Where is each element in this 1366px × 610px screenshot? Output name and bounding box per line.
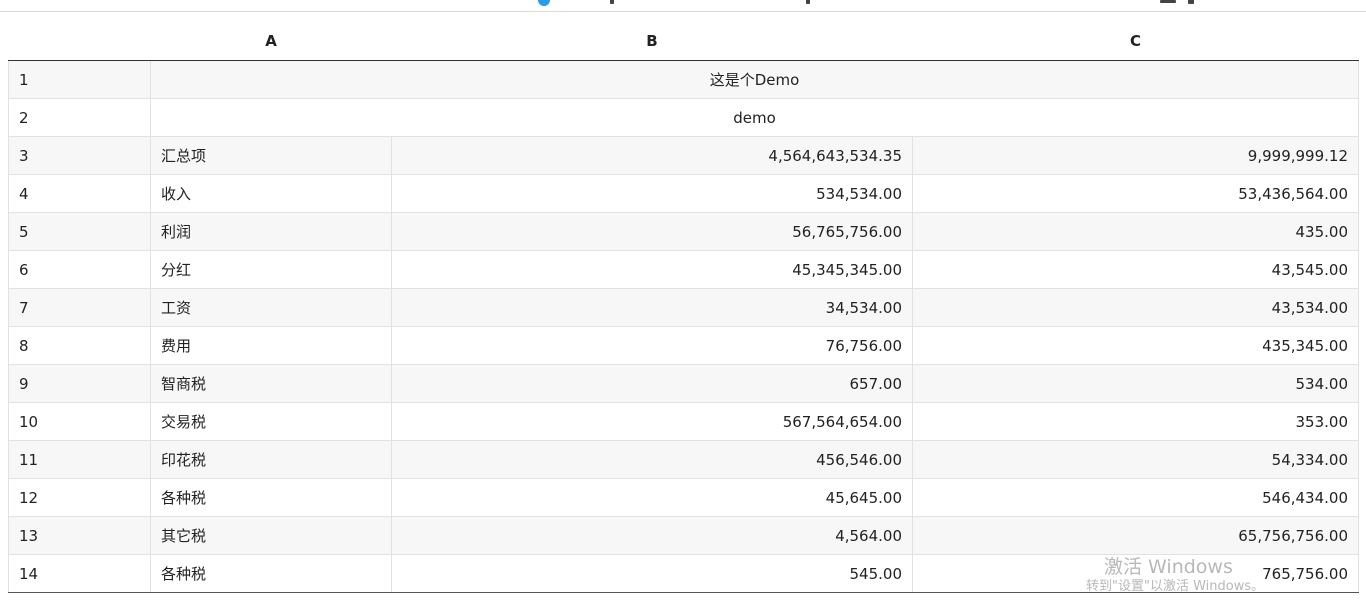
table-row: 2 demo xyxy=(8,98,1359,137)
table-row: 1 这是个Demo xyxy=(8,60,1359,99)
spreadsheet-table: A B C 1 这是个Demo 2 demo 3 汇总项 4,564,643,5… xyxy=(8,22,1359,593)
table-row: 3 汇总项 4,564,643,534.35 9,999,999.12 xyxy=(8,136,1359,175)
table-row: 7 工资 34,534.00 43,534.00 xyxy=(8,288,1359,327)
cell-c[interactable]: 534.00 xyxy=(912,364,1359,403)
table-row: 9 智商税 657.00 534.00 xyxy=(8,364,1359,403)
cell-a[interactable]: 印花税 xyxy=(150,440,392,479)
column-header-row: A B C xyxy=(8,22,1359,61)
cell-c[interactable]: 43,545.00 xyxy=(912,250,1359,289)
row-number[interactable]: 11 xyxy=(8,440,151,479)
cell-c[interactable]: 54,334.00 xyxy=(912,440,1359,479)
row-number[interactable]: 6 xyxy=(8,250,151,289)
table-row: 13 其它税 4,564.00 65,756,756.00 xyxy=(8,516,1359,555)
table-row: 12 各种税 45,645.00 546,434.00 xyxy=(8,478,1359,517)
row-number[interactable]: 14 xyxy=(8,554,151,593)
cell-b[interactable]: 4,564.00 xyxy=(391,516,913,555)
cell-b[interactable]: 34,534.00 xyxy=(391,288,913,327)
table-row: 14 各种税 545.00 765,756.00 xyxy=(8,554,1359,593)
row-number[interactable]: 1 xyxy=(8,60,151,99)
column-header-a[interactable]: A xyxy=(150,22,392,61)
cell-c[interactable]: 435,345.00 xyxy=(912,326,1359,365)
cell-a[interactable]: 工资 xyxy=(150,288,392,327)
cell-a[interactable]: 其它税 xyxy=(150,516,392,555)
cell-b[interactable]: 657.00 xyxy=(391,364,913,403)
cell-b[interactable]: 76,756.00 xyxy=(391,326,913,365)
top-toolbar-strip xyxy=(0,0,1366,12)
cell-c[interactable]: 353.00 xyxy=(912,402,1359,441)
cell-a[interactable]: 分红 xyxy=(150,250,392,289)
cell-a[interactable]: 各种税 xyxy=(150,554,392,593)
row-number[interactable]: 7 xyxy=(8,288,151,327)
toolbar-fragment xyxy=(1188,0,1194,4)
table-row: 4 收入 534,534.00 53,436,564.00 xyxy=(8,174,1359,213)
cell-a[interactable]: 智商税 xyxy=(150,364,392,403)
cell-a[interactable]: 各种税 xyxy=(150,478,392,517)
table-row: 6 分红 45,345,345.00 43,545.00 xyxy=(8,250,1359,289)
merged-title-cell[interactable]: 这是个Demo xyxy=(150,60,1359,99)
cell-b[interactable]: 45,345,345.00 xyxy=(391,250,913,289)
cell-a[interactable]: 收入 xyxy=(150,174,392,213)
merged-subtitle-cell[interactable]: demo xyxy=(150,98,1359,137)
cell-a[interactable]: 利润 xyxy=(150,212,392,251)
table-row: 11 印花税 456,546.00 54,334.00 xyxy=(8,440,1359,479)
toolbar-circle-icon xyxy=(538,0,550,6)
cell-b[interactable]: 56,765,756.00 xyxy=(391,212,913,251)
column-header-b[interactable]: B xyxy=(391,22,913,61)
cell-c[interactable]: 9,999,999.12 xyxy=(912,136,1359,175)
toolbar-fragment xyxy=(610,0,614,4)
row-number[interactable]: 5 xyxy=(8,212,151,251)
cell-b[interactable]: 456,546.00 xyxy=(391,440,913,479)
cell-b[interactable]: 545.00 xyxy=(391,554,913,593)
cell-c[interactable]: 65,756,756.00 xyxy=(912,516,1359,555)
table-row: 5 利润 56,765,756.00 435.00 xyxy=(8,212,1359,251)
toolbar-fragment xyxy=(806,0,810,4)
cell-c[interactable]: 435.00 xyxy=(912,212,1359,251)
cell-c[interactable]: 765,756.00 xyxy=(912,554,1359,593)
row-number[interactable]: 13 xyxy=(8,516,151,555)
cell-a[interactable]: 交易税 xyxy=(150,402,392,441)
row-number[interactable]: 10 xyxy=(8,402,151,441)
row-number[interactable]: 12 xyxy=(8,478,151,517)
row-number[interactable]: 8 xyxy=(8,326,151,365)
cell-c[interactable]: 53,436,564.00 xyxy=(912,174,1359,213)
row-number[interactable]: 2 xyxy=(8,98,151,137)
toolbar-fragment xyxy=(1160,0,1176,3)
cell-c[interactable]: 546,434.00 xyxy=(912,478,1359,517)
cell-b[interactable]: 45,645.00 xyxy=(391,478,913,517)
row-number[interactable]: 4 xyxy=(8,174,151,213)
table-row: 10 交易税 567,564,654.00 353.00 xyxy=(8,402,1359,441)
row-number[interactable]: 9 xyxy=(8,364,151,403)
cell-b[interactable]: 534,534.00 xyxy=(391,174,913,213)
cell-b[interactable]: 4,564,643,534.35 xyxy=(391,136,913,175)
cell-a[interactable]: 费用 xyxy=(150,326,392,365)
cell-b[interactable]: 567,564,654.00 xyxy=(391,402,913,441)
row-number[interactable]: 3 xyxy=(8,136,151,175)
column-header-row-number xyxy=(8,22,151,61)
table-row: 8 费用 76,756.00 435,345.00 xyxy=(8,326,1359,365)
cell-c[interactable]: 43,534.00 xyxy=(912,288,1359,327)
cell-a[interactable]: 汇总项 xyxy=(150,136,392,175)
column-header-c[interactable]: C xyxy=(912,22,1359,61)
